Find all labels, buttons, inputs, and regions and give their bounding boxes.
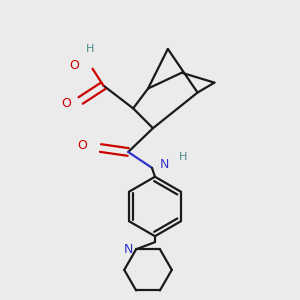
Text: O: O: [78, 139, 88, 152]
Text: O: O: [61, 97, 71, 110]
Text: N: N: [160, 158, 170, 171]
Text: O: O: [69, 59, 79, 72]
Text: N: N: [124, 243, 133, 256]
Text: H: H: [85, 44, 94, 54]
Text: H: H: [178, 152, 187, 162]
